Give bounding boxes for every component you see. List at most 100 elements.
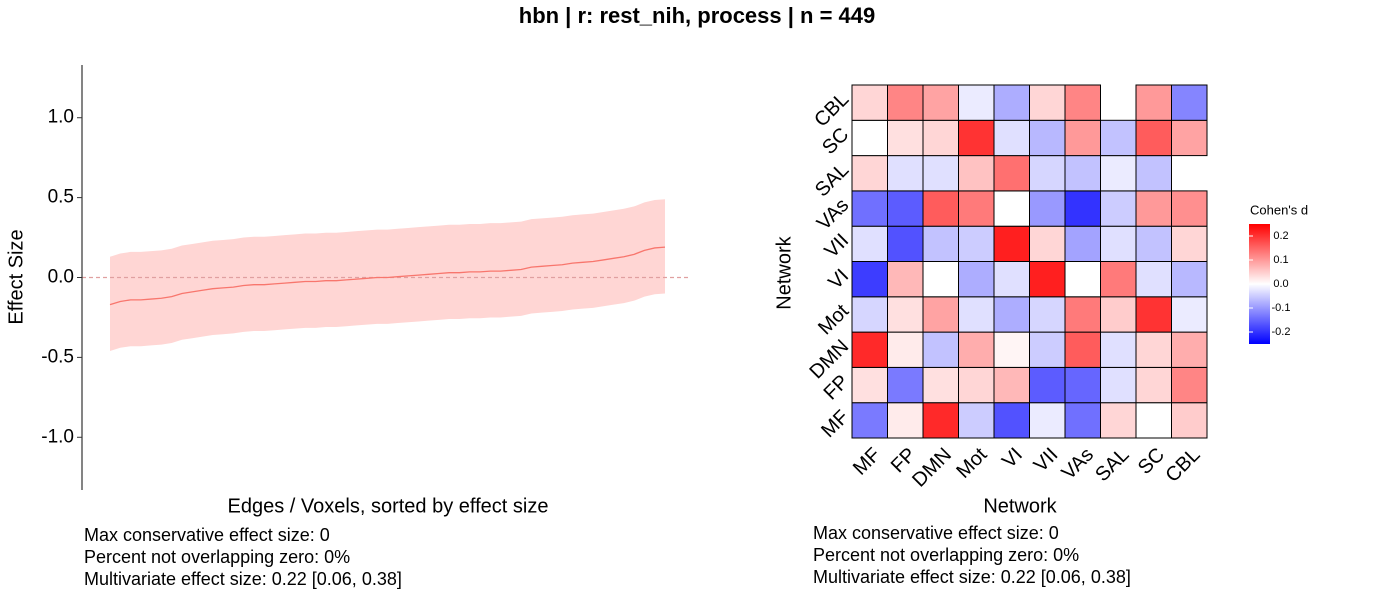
heatmap-cell <box>851 155 888 192</box>
heatmap-cell <box>993 190 1030 227</box>
heatmap-cell <box>851 261 888 298</box>
heatmap-cell <box>1100 155 1137 192</box>
heatmap-cell <box>887 190 924 227</box>
heatmap-cell <box>1029 225 1066 262</box>
heatmap-cell <box>887 261 924 298</box>
heatmap-cell <box>958 155 995 192</box>
heatmap-cell <box>1064 84 1101 121</box>
heatmap-cell <box>887 402 924 439</box>
y-tick-label: -1.0 <box>41 426 74 447</box>
heatmap-cell <box>1029 402 1066 439</box>
heatmap-cell <box>993 119 1030 157</box>
heatmap-cell <box>958 331 995 368</box>
heatmap-cell <box>993 155 1030 192</box>
annotation: Percent not overlapping zero: 0% <box>813 545 1079 565</box>
heatmap-cell <box>993 296 1030 333</box>
heatmap-cell <box>958 84 995 121</box>
heatmap-cell <box>1029 331 1066 368</box>
heatmap-cell <box>887 155 924 192</box>
heatmap-cell <box>1064 296 1101 333</box>
legend-title: Cohen's d <box>1250 202 1308 217</box>
heatmap-cell <box>1064 402 1101 439</box>
heatmap-cell <box>1135 119 1172 157</box>
x-axis-label: Edges / Voxels, sorted by effect size <box>228 495 549 517</box>
x-tick-label: Mot <box>952 443 991 482</box>
heatmap-cell <box>1171 366 1208 404</box>
heatmap-cell <box>1135 261 1172 298</box>
heatmap-cell <box>1135 84 1172 121</box>
heatmap-cell <box>1171 84 1208 121</box>
heatmap-cell <box>1135 331 1172 368</box>
heatmap-cell <box>1100 119 1137 157</box>
heatmap-cell <box>958 402 995 439</box>
colorbar-tick-label: 0.1 <box>1273 254 1288 266</box>
y-tick-label: VI <box>824 265 853 294</box>
heatmap-cell <box>851 331 888 368</box>
heatmap-cell <box>1064 366 1101 404</box>
heatmap-cell <box>993 261 1030 298</box>
heatmap-cell <box>1171 225 1208 262</box>
y-tick-label: -0.5 <box>41 346 74 367</box>
heatmap-cell <box>922 402 959 439</box>
heatmap-cell <box>851 190 888 227</box>
heatmap-cell <box>1171 331 1208 368</box>
x-tick-label: VAs <box>1058 444 1098 484</box>
y-tick-label: VAs <box>813 194 853 234</box>
heatmap-cell <box>887 225 924 262</box>
heatmap-cell <box>1029 296 1066 333</box>
y-axis-label: Effect Size <box>5 229 27 324</box>
heatmap-cell <box>922 190 959 227</box>
heatmap-cell <box>851 225 888 262</box>
heatmap-cell <box>851 296 888 333</box>
heatmap-cell <box>958 119 995 157</box>
heatmap-cell <box>958 366 995 404</box>
y-tick-label: MF <box>817 406 853 442</box>
y-axis-label: Network <box>773 235 795 309</box>
effect-line <box>109 246 666 306</box>
heatmap-cell <box>922 225 959 262</box>
heatmap-cell <box>993 331 1030 368</box>
heatmap-cell <box>1064 119 1101 157</box>
heatmap-cell <box>1171 261 1208 298</box>
heatmap-cell <box>922 84 959 121</box>
heatmap-cell <box>993 402 1030 439</box>
y-tick-label: CBL <box>810 88 853 131</box>
heatmap-cell <box>1029 119 1066 157</box>
colorbar-tick-label: -0.1 <box>1272 302 1291 314</box>
annotation: Percent not overlapping zero: 0% <box>84 547 350 567</box>
y-tick-label: 0.5 <box>48 187 74 208</box>
heatmap-cell <box>1135 155 1172 192</box>
colorbar-tick-label: -0.2 <box>1272 326 1291 338</box>
x-axis-label: Network <box>983 495 1057 517</box>
heatmap-cell <box>1135 296 1172 333</box>
heatmap-cell <box>922 261 959 298</box>
heatmap-cell <box>887 119 924 157</box>
heatmap-cell <box>1100 402 1137 439</box>
x-tick-label: DMN <box>908 444 956 492</box>
y-tick-label: 1.0 <box>48 107 74 128</box>
heatmap-cell <box>1064 190 1101 227</box>
heatmap-cell <box>1064 331 1101 368</box>
colorbar-tick-label: 0.2 <box>1273 230 1288 242</box>
heatmap-cell <box>1171 190 1208 227</box>
heatmap-cell <box>1135 190 1172 227</box>
y-tick-label: VII <box>820 230 853 263</box>
heatmap-cell <box>887 296 924 333</box>
heatmap-cell <box>1135 366 1172 404</box>
heatmap-cell <box>1029 155 1066 192</box>
heatmap-cell <box>1029 261 1066 298</box>
heatmap-cell <box>1064 155 1101 192</box>
x-tick-label: VI <box>998 444 1027 473</box>
heatmap-cell <box>922 155 959 192</box>
heatmap-cell <box>1064 225 1101 262</box>
y-tick-label: DMN <box>806 335 854 383</box>
heatmap-cell <box>1100 331 1137 368</box>
heatmap-cell <box>1100 296 1137 333</box>
heatmap-cell <box>1064 261 1101 298</box>
heatmap-cell <box>1100 190 1137 227</box>
colorbar <box>1249 224 1270 344</box>
heatmap-cell <box>1029 366 1066 404</box>
heatmap-cell <box>1100 261 1137 298</box>
